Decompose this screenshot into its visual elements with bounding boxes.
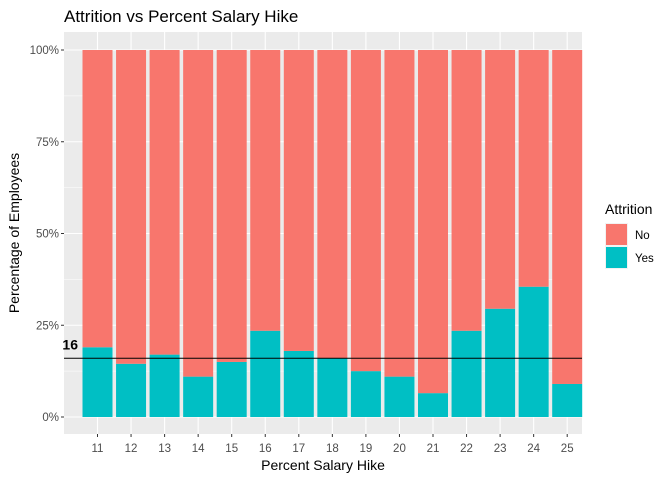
y-tick-label: 0% — [42, 412, 59, 424]
y-tick-label: 75% — [36, 137, 59, 149]
y-axis: 0% 25% 50% 75% 100% — [30, 45, 64, 424]
x-tick-label-23: 23 — [494, 443, 507, 455]
x-tick-label-22: 22 — [460, 443, 473, 455]
chart-title: Attrition vs Percent Salary Hike — [64, 7, 298, 26]
bar-no-17 — [283, 50, 314, 351]
bar-yes-19 — [350, 371, 381, 417]
bar-no-13 — [149, 50, 180, 355]
x-tick-label-14: 14 — [192, 443, 205, 455]
y-tick-label: 100% — [30, 45, 59, 57]
bar-no-25 — [552, 50, 583, 384]
x-tick-label-11: 11 — [92, 443, 104, 455]
bar-no-22 — [451, 50, 482, 331]
x-tick-label-12: 12 — [125, 443, 138, 455]
bar-no-18 — [317, 50, 348, 359]
x-tick-label-16: 16 — [259, 443, 272, 455]
legend-swatch-no — [606, 224, 627, 245]
bar-yes-21 — [418, 393, 448, 417]
bar-no-21 — [418, 50, 448, 394]
legend-swatch-yes — [606, 247, 627, 268]
bar-yes-13 — [149, 354, 180, 417]
bar-yes-22 — [451, 330, 482, 417]
y-axis-title: Percentage of Employees — [6, 153, 22, 313]
bar-no-11 — [82, 50, 113, 348]
y-tick-label: 25% — [36, 320, 59, 332]
bar-yes-25 — [552, 383, 583, 417]
bar-no-16 — [250, 50, 281, 331]
legend-title: Attrition — [605, 201, 652, 217]
x-tick-label-13: 13 — [158, 443, 171, 455]
bar-no-15 — [216, 50, 247, 362]
x-tick-label-19: 19 — [360, 443, 373, 455]
bar-yes-23 — [485, 308, 516, 417]
x-tick-label-21: 21 — [427, 443, 440, 455]
bars-group — [82, 50, 583, 417]
x-axis: 11 12 13 14 15 16 17 18 19 20 21 22 23 24 25 — [92, 434, 574, 455]
bar-no-12 — [116, 50, 147, 364]
x-tick-label-20: 20 — [393, 443, 406, 455]
x-tick-label-24: 24 — [527, 443, 540, 455]
x-tick-label-15: 15 — [225, 443, 238, 455]
bar-yes-16 — [250, 330, 281, 417]
bar-yes-20 — [384, 376, 415, 417]
legend: Attrition No Yes — [605, 201, 654, 269]
bar-no-19 — [350, 50, 381, 372]
bar-yes-11 — [82, 347, 113, 417]
bar-no-23 — [485, 50, 516, 309]
legend-label-yes: Yes — [635, 253, 654, 265]
x-axis-title: Percent Salary Hike — [261, 457, 385, 473]
bar-no-20 — [384, 50, 415, 377]
bar-yes-17 — [283, 350, 314, 417]
x-tick-label-17: 17 — [292, 443, 305, 455]
bar-yes-15 — [216, 361, 247, 417]
x-tick-label-25: 25 — [561, 443, 574, 455]
reference-line-label: 16 — [62, 336, 78, 352]
bar-yes-18 — [317, 358, 348, 417]
bar-no-24 — [518, 50, 549, 287]
reference-line-group: 16 — [62, 336, 582, 359]
bar-yes-12 — [116, 363, 147, 417]
bar-yes-24 — [518, 286, 549, 417]
y-tick-label: 50% — [36, 229, 59, 241]
bar-no-14 — [183, 50, 214, 377]
x-tick-label-18: 18 — [326, 443, 339, 455]
legend-label-no: No — [635, 230, 650, 242]
bar-yes-14 — [183, 376, 214, 417]
